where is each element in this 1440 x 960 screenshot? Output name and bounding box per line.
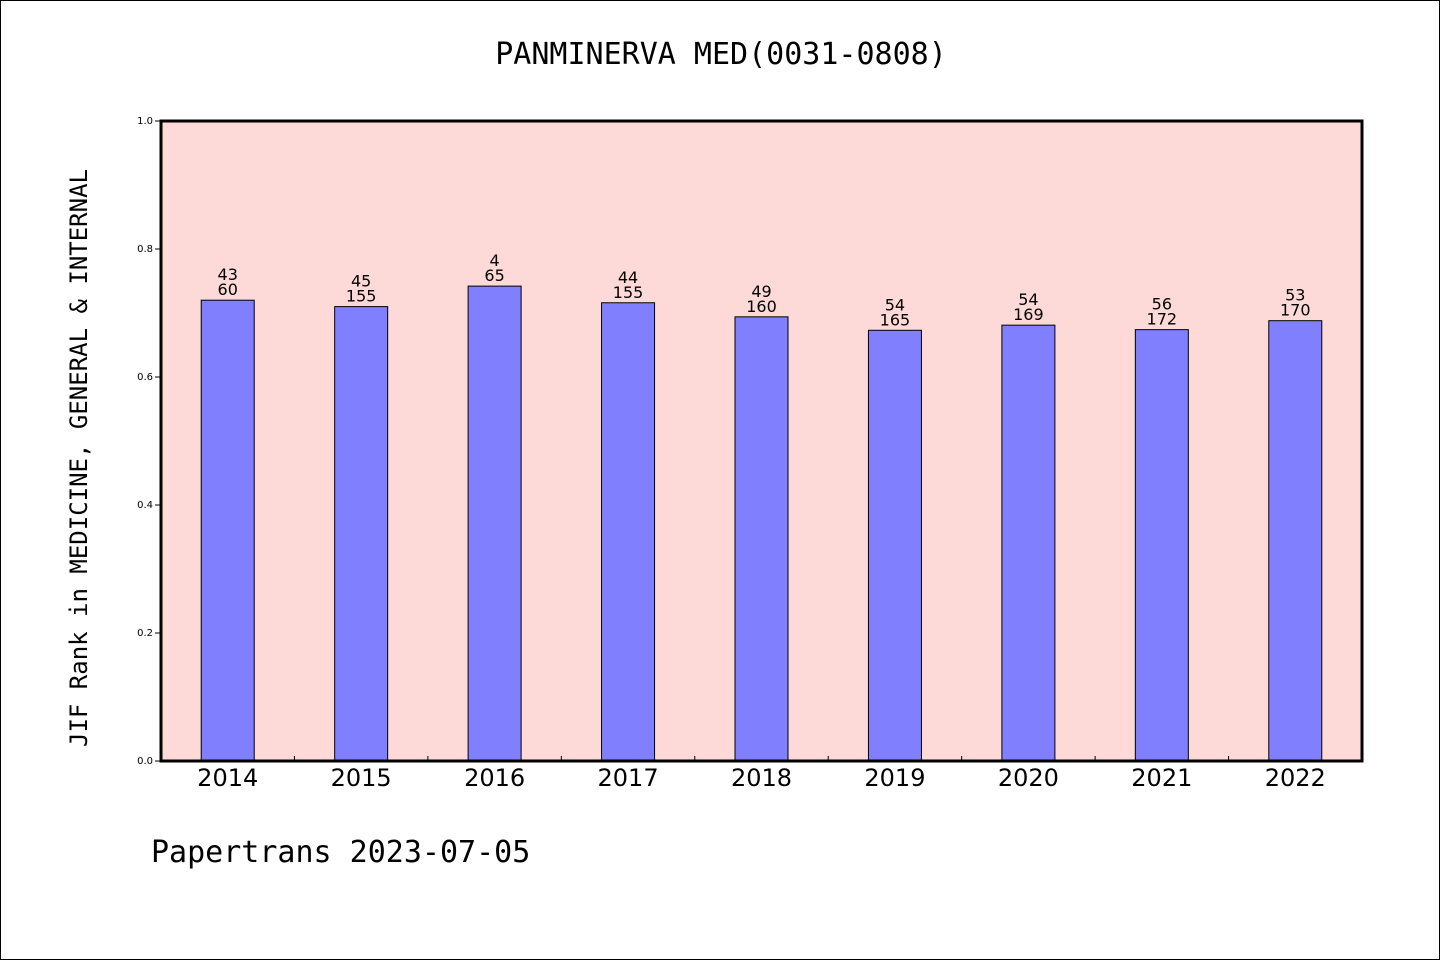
bar-total-label: 160: [746, 297, 777, 316]
bar-total-label: 172: [1147, 310, 1178, 329]
x-category-label: 2018: [731, 764, 792, 792]
bar-rank-label: 54: [1018, 290, 1038, 309]
x-category-label: 2015: [331, 764, 392, 792]
footer-credit: Papertrans 2023-07-05: [151, 835, 531, 870]
bar: [200, 299, 255, 762]
bar-rank-label: 56: [1152, 295, 1172, 314]
bar-rank-label: 49: [751, 282, 771, 301]
x-category-label: 2017: [598, 764, 659, 792]
y-tick-label: 0.8: [137, 244, 153, 255]
bar: [601, 302, 656, 762]
bar-rank-label: 4: [490, 251, 500, 270]
y-tick-label: 0.0: [137, 756, 153, 767]
y-tick-label: 0.4: [137, 500, 153, 511]
bar: [867, 329, 922, 762]
bar: [1001, 324, 1056, 762]
plot-frame: [159, 119, 1364, 763]
x-category-label: 2014: [197, 764, 258, 792]
bar-total-label: 170: [1280, 301, 1311, 320]
bar-rank-label: 43: [218, 265, 238, 284]
x-category-label: 2019: [864, 764, 925, 792]
bar-total-label: 169: [1013, 305, 1044, 324]
x-category-label: 2020: [998, 764, 1059, 792]
bar-total-label: 60: [218, 280, 238, 299]
y-tick-label: 0.2: [137, 628, 153, 639]
bar-rank-label: 45: [351, 272, 371, 291]
bar-rank-label: 54: [885, 295, 905, 314]
bar-total-label: 155: [346, 287, 377, 306]
bar: [734, 316, 789, 762]
bar: [1134, 329, 1189, 762]
bar: [334, 306, 389, 762]
bar: [1268, 320, 1323, 762]
x-category-label: 2021: [1131, 764, 1192, 792]
bar-total-label: 65: [484, 266, 504, 285]
x-category-label: 2016: [464, 764, 525, 792]
bar-total-label: 155: [613, 283, 644, 302]
y-tick-label: 0.6: [137, 372, 153, 383]
x-category-label: 2022: [1265, 764, 1326, 792]
bar-rank-label: 44: [618, 268, 638, 287]
y-tick-label: 1.0: [137, 116, 153, 127]
chart-title: PANMINERVA MED(0031-0808): [495, 37, 947, 72]
bar-total-label: 165: [880, 310, 911, 329]
bar-rank-label: 53: [1285, 286, 1305, 305]
bar: [467, 285, 522, 762]
